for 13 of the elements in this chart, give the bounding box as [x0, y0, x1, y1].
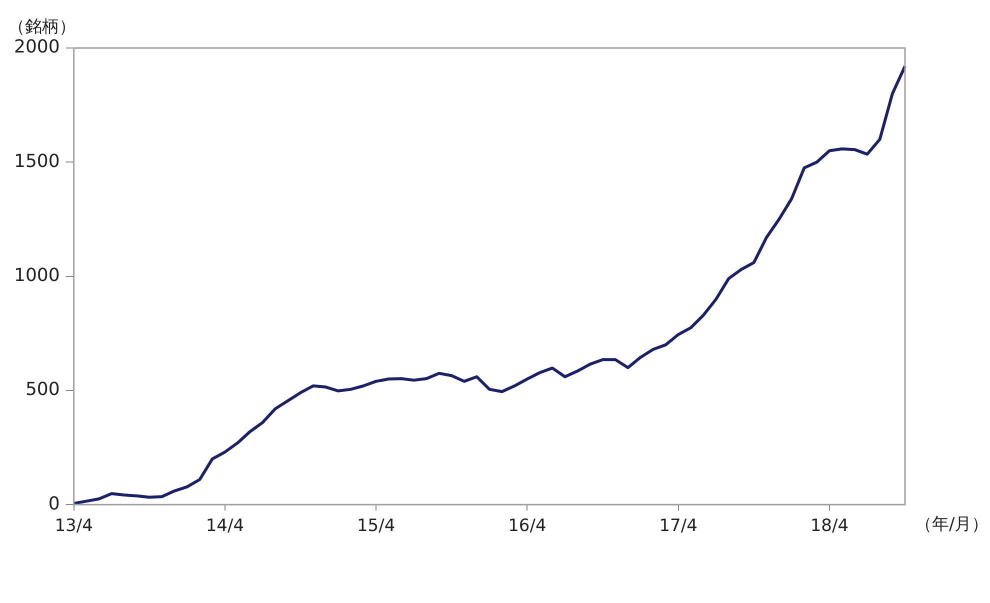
x-tick-label: 18/4: [810, 516, 849, 536]
x-tick-label: 16/4: [508, 516, 546, 536]
x-tick-label: 13/4: [54, 516, 93, 536]
y-axis-title: （銘柄）: [8, 16, 76, 37]
x-tick-label: 15/4: [356, 516, 396, 536]
y-tick-label: 1500: [14, 150, 60, 172]
y-tick-label: 2000: [14, 36, 60, 58]
x-axis-title: （年/月）: [915, 514, 989, 535]
y-tick-label: 0: [48, 493, 60, 514]
x-tick-label: 14/4: [206, 516, 244, 536]
y-tick-label: 1000: [14, 264, 60, 286]
x-tick-label: 17/4: [659, 516, 698, 536]
y-tick-label: 500: [25, 379, 60, 400]
